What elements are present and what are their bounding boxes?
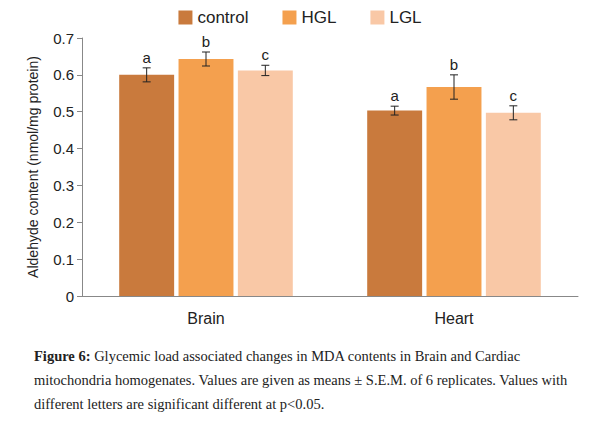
svg-text:0.5: 0.5 bbox=[53, 103, 74, 120]
svg-text:c: c bbox=[262, 46, 270, 63]
svg-text:b: b bbox=[450, 56, 458, 73]
svg-text:b: b bbox=[202, 33, 210, 50]
svg-text:0.1: 0.1 bbox=[53, 251, 74, 268]
svg-text:0.3: 0.3 bbox=[53, 177, 74, 194]
svg-text:c: c bbox=[510, 87, 518, 104]
svg-text:a: a bbox=[142, 49, 151, 66]
svg-text:HGL: HGL bbox=[301, 8, 336, 27]
svg-text:Brain: Brain bbox=[187, 310, 224, 327]
svg-text:0.4: 0.4 bbox=[53, 140, 74, 157]
svg-text:control: control bbox=[197, 8, 248, 27]
html-text:Figure 6: Glycemic load associ: Figure 6: Glycemic load associated chang… bbox=[34, 348, 568, 412]
svg-text:LGL: LGL bbox=[389, 8, 421, 27]
svg-text:0.7: 0.7 bbox=[53, 30, 74, 47]
svg-text:a: a bbox=[390, 87, 399, 104]
svg-text:Aldehyde content (nmol/mg prot: Aldehyde content (nmol/mg protein) bbox=[25, 56, 41, 278]
svg-text:0.2: 0.2 bbox=[53, 214, 74, 231]
svg-text:0: 0 bbox=[66, 288, 74, 305]
svg-text:Heart: Heart bbox=[434, 310, 474, 327]
svg-text:0.6: 0.6 bbox=[53, 66, 74, 83]
